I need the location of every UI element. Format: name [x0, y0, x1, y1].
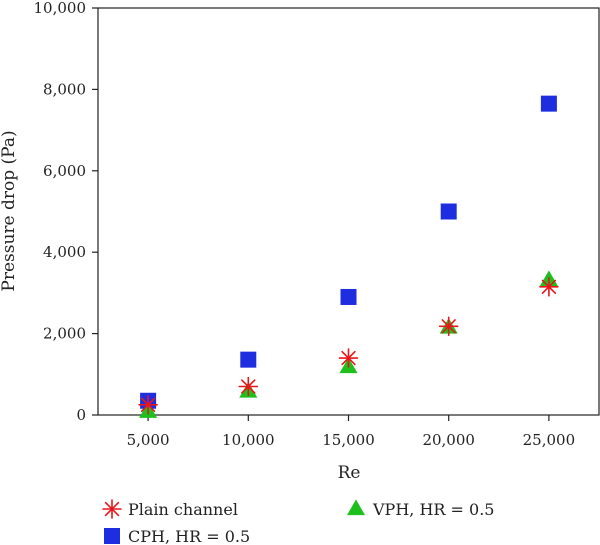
legend-item: CPH, HR = 0.5 [104, 527, 250, 545]
legend-marker-triangle [346, 499, 366, 516]
x-tick-label: 10,000 [222, 431, 275, 449]
data-point-square [540, 95, 557, 112]
legend-marker-asterisk [102, 499, 122, 519]
y-tick-label: 8,000 [43, 80, 86, 98]
y-tick-label: 2,000 [43, 325, 86, 343]
x-tick-label: 25,000 [523, 431, 576, 449]
data-point-square [240, 351, 257, 368]
x-axis-label: Re [338, 463, 361, 483]
y-tick-label: 4,000 [43, 243, 86, 261]
data-point-asterisk [539, 276, 559, 297]
y-axis-label: Pressure drop (Pa) [0, 130, 19, 291]
x-tick-label: 15,000 [322, 431, 375, 449]
legend-marker-square [104, 528, 120, 544]
legend: Plain channel CPH, HR = 0.5 VPH, HR = 0.5 [102, 499, 494, 545]
data-point-square [440, 203, 457, 220]
legend-item: VPH, HR = 0.5 [346, 499, 494, 519]
x-axis-ticks: 5,000 10,000 15,000 20,000 25,000 [127, 415, 576, 449]
data-point-asterisk [138, 395, 158, 415]
data-point-asterisk [238, 376, 259, 397]
y-axis-ticks: 0 2,000 4,000 6,000 8,000 10,000 [34, 0, 98, 424]
legend-label: CPH, HR = 0.5 [128, 527, 250, 545]
data-markers [138, 95, 559, 418]
y-tick-label: 10,000 [34, 0, 87, 17]
y-tick-label: 0 [76, 406, 86, 424]
data-point-asterisk [438, 316, 459, 337]
data-point-asterisk [338, 348, 359, 368]
legend-item: Plain channel [102, 499, 238, 519]
legend-label: Plain channel [128, 500, 238, 519]
y-tick-label: 6,000 [43, 162, 86, 180]
legend-label: VPH, HR = 0.5 [372, 500, 494, 519]
data-point-square [340, 288, 357, 305]
x-tick-label: 5,000 [127, 431, 170, 449]
x-tick-label: 20,000 [422, 431, 475, 449]
